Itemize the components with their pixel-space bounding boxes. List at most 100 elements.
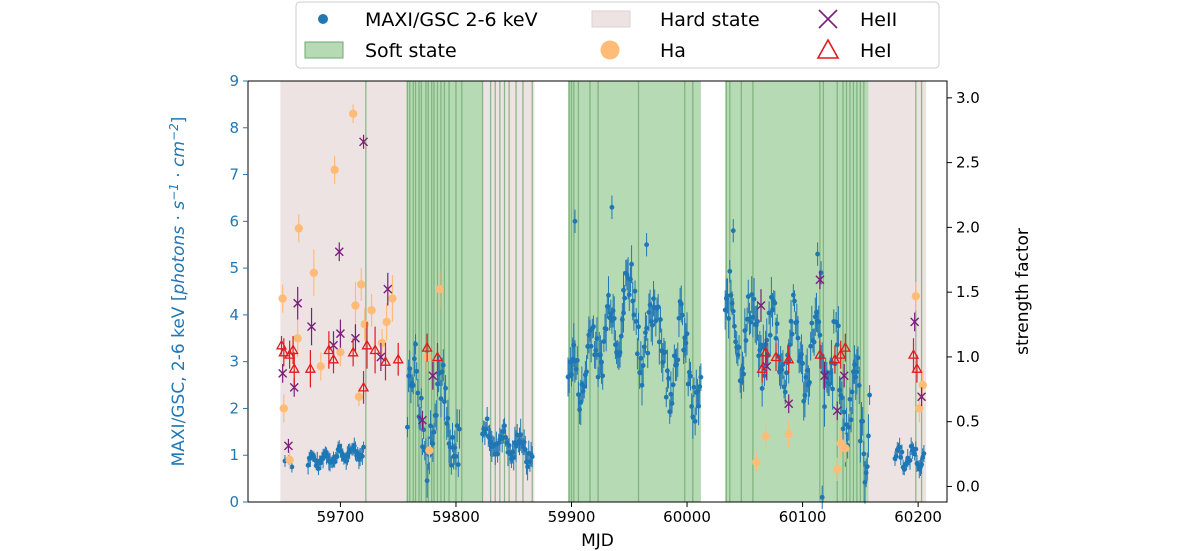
maxi-point xyxy=(529,454,535,460)
hei-point xyxy=(829,353,841,364)
hei-point xyxy=(756,362,768,373)
maxi-point xyxy=(795,335,801,341)
maxi-point xyxy=(336,443,342,449)
maxi-point xyxy=(741,371,747,377)
ha-point xyxy=(382,317,391,327)
maxi-point xyxy=(697,384,703,389)
y-left-axis-label-part: · xyxy=(169,210,189,226)
maxi-point xyxy=(749,292,755,297)
maxi-point xyxy=(634,351,640,357)
maxi-point xyxy=(689,404,695,409)
maxi-point xyxy=(442,399,447,405)
maxi-point xyxy=(782,389,788,395)
maxi-point xyxy=(644,242,650,248)
maxi-point xyxy=(807,379,812,385)
maxi-point xyxy=(670,382,676,388)
maxi-point xyxy=(633,319,639,324)
ha-point xyxy=(285,455,294,465)
maxi-point xyxy=(660,359,666,365)
maxi-point xyxy=(852,362,857,367)
ha-point xyxy=(367,306,376,315)
maxi-point xyxy=(755,319,760,324)
maxi-point xyxy=(431,429,437,435)
maxi-point xyxy=(622,295,628,301)
maxi-point xyxy=(759,386,765,391)
maxi-point xyxy=(730,228,736,234)
ha-point xyxy=(425,446,434,455)
maxi-point xyxy=(597,352,603,358)
maxi-point xyxy=(662,349,668,355)
maxi-point xyxy=(684,331,690,337)
maxi-point xyxy=(860,418,866,424)
maxi-point xyxy=(443,385,448,391)
heii-point xyxy=(917,392,927,402)
maxi-point xyxy=(448,462,454,468)
ha-point xyxy=(360,320,369,329)
heii-point xyxy=(289,382,299,392)
maxi-point xyxy=(772,300,778,306)
maxi-point xyxy=(667,409,673,415)
maxi-point xyxy=(779,367,785,373)
legend-handle-soft xyxy=(304,41,344,59)
ha-point xyxy=(435,284,444,294)
legend-label-maxi: MAXI/GSC 2-6 keV xyxy=(365,9,538,31)
maxi-point xyxy=(750,314,756,320)
maxi-point xyxy=(610,308,616,314)
maxi-point xyxy=(439,369,445,375)
maxi-point xyxy=(812,314,818,320)
maxi-point xyxy=(861,451,867,457)
hei-point xyxy=(392,353,404,364)
maxi-point xyxy=(576,392,581,397)
state-shading-layer xyxy=(280,81,927,502)
heii-point xyxy=(334,247,344,257)
ha-point xyxy=(911,291,921,301)
maxi-point xyxy=(600,373,606,379)
ha-point xyxy=(336,348,345,357)
maxi-point xyxy=(641,344,647,350)
maxi-point xyxy=(447,444,453,450)
y-left-axis-label-part: cm xyxy=(169,141,189,167)
maxi-point xyxy=(656,339,662,345)
maxi-point xyxy=(839,395,845,401)
maxi-point xyxy=(527,459,533,465)
maxi-point xyxy=(305,462,311,468)
maxi-point xyxy=(502,423,507,429)
y-right-tick-label: 0.5 xyxy=(956,413,980,431)
maxi-point xyxy=(680,312,685,318)
maxi-point xyxy=(646,309,652,315)
maxi-point xyxy=(574,358,580,363)
hei-point xyxy=(369,344,381,355)
hei-point xyxy=(361,339,373,350)
x-tick-label: 60000 xyxy=(663,508,711,526)
maxi-point xyxy=(595,374,601,380)
maxi-point xyxy=(581,384,587,389)
axes: 59700 59800 59900 60000 60100 60200 0 1 2 3 4 5 6 7 8 9… xyxy=(167,72,1033,551)
maxi-point xyxy=(643,330,648,335)
maxi-point xyxy=(604,304,610,309)
maxi-point xyxy=(802,392,808,398)
maxi-point xyxy=(767,332,773,338)
hei-point xyxy=(839,341,851,352)
maxi-point xyxy=(788,318,794,324)
ha-point xyxy=(784,429,793,439)
legend-handle-hei xyxy=(816,38,840,59)
maxi-point xyxy=(815,251,820,257)
maxi-point xyxy=(639,382,645,388)
maxi-point xyxy=(444,420,450,426)
legend-handle-heii xyxy=(818,9,838,29)
maxi-point xyxy=(649,322,655,328)
maxi-point xyxy=(742,328,748,334)
hei-point xyxy=(304,362,317,373)
maxi-point xyxy=(500,429,506,434)
maxi-point xyxy=(522,447,528,452)
maxi-point xyxy=(440,362,446,368)
y-right-tick-label: 2.0 xyxy=(956,218,980,236)
maxi-point xyxy=(893,453,899,459)
maxi-point xyxy=(510,449,515,455)
hei-point xyxy=(379,355,392,366)
y-left-tick-label: 8 xyxy=(229,119,239,137)
maxi-point xyxy=(830,386,836,392)
maxi-point xyxy=(632,288,638,294)
y-left-axis-label: MAXI/GSC, 2-6 keV [photons · s−1 · cm−2] xyxy=(167,117,189,467)
ha-point xyxy=(278,294,287,303)
